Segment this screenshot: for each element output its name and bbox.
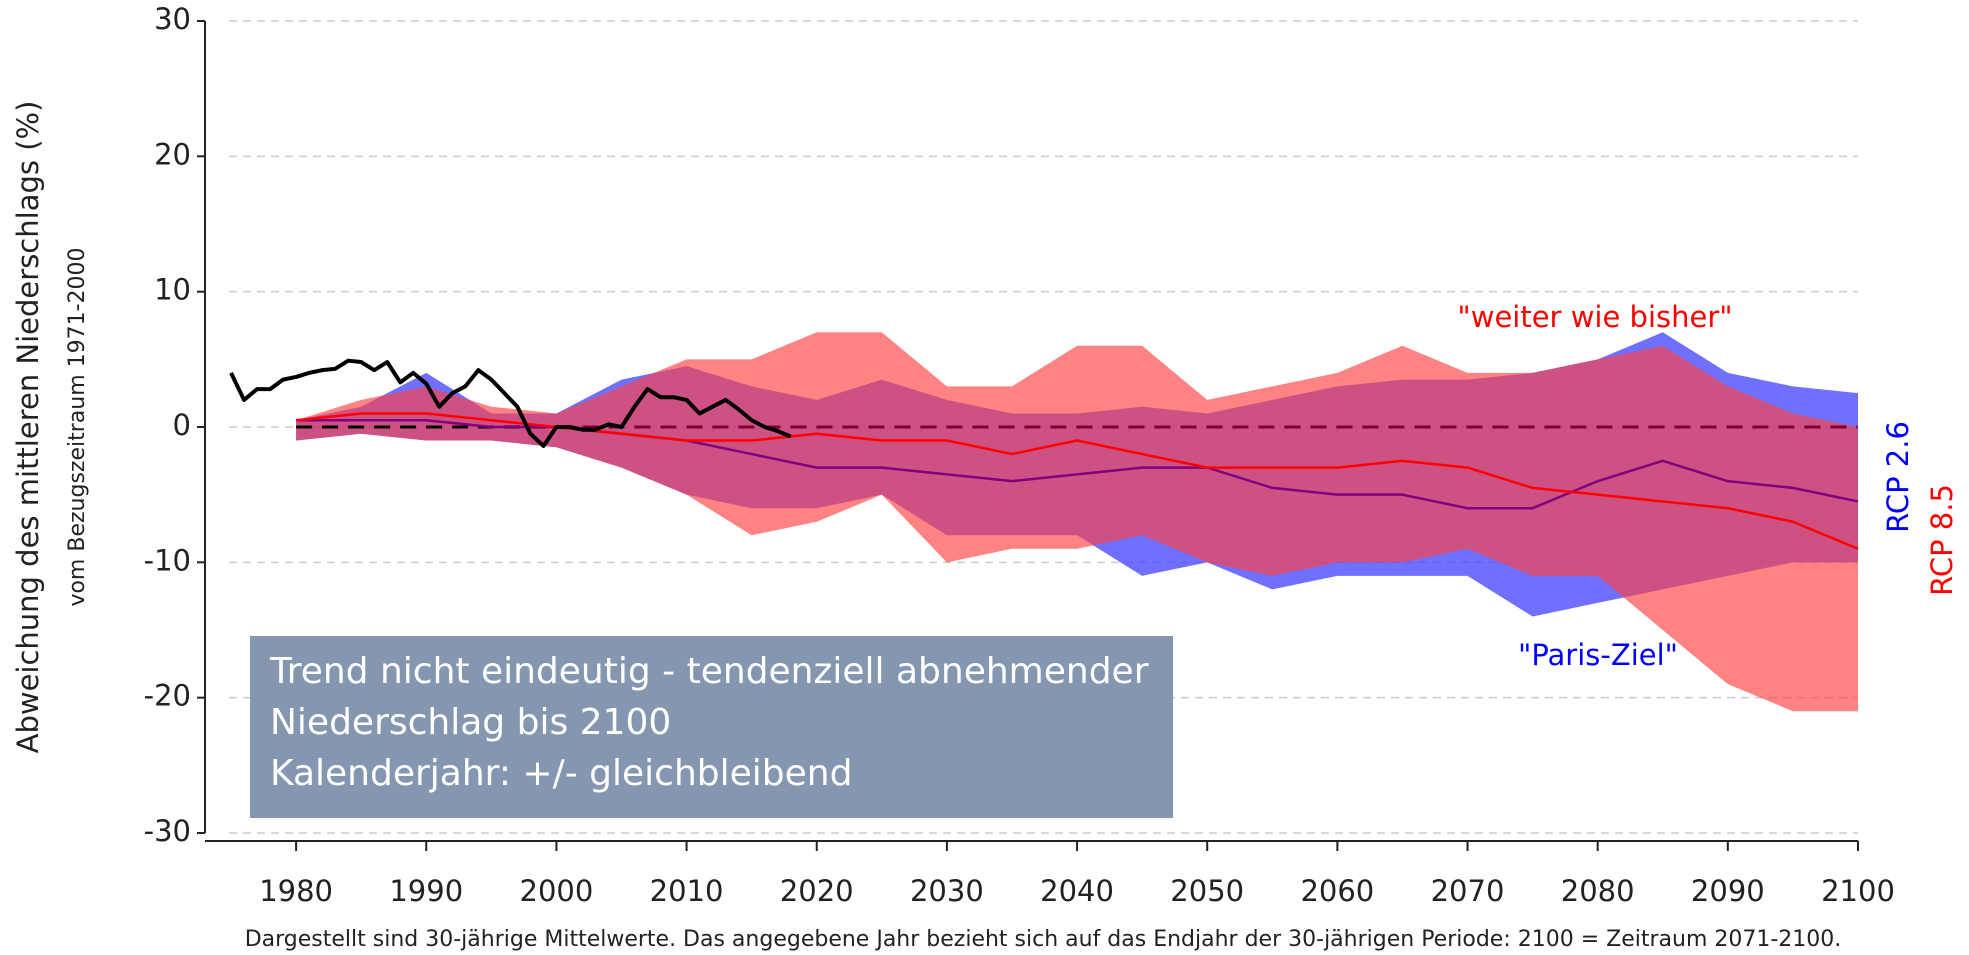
legend-label: RCP 8.5 — [1925, 484, 1959, 596]
x-tick-label: 2010 — [650, 874, 724, 908]
series-annotation: "weiter wie bisher" — [1457, 300, 1732, 334]
y-tick-label: -10 — [144, 543, 191, 577]
x-tick-label: 2100 — [1821, 874, 1895, 908]
x-tick-label: 2070 — [1431, 874, 1505, 908]
annotation-text: Niederschlag bis 2100 — [270, 702, 671, 743]
x-tick-label: 1990 — [389, 874, 463, 908]
observed-line — [229, 358, 792, 448]
y-tick-label: -30 — [144, 814, 191, 848]
x-tick-label: 2050 — [1170, 874, 1244, 908]
x-tick-label: 2080 — [1561, 874, 1635, 908]
x-tick-label: 2030 — [910, 874, 984, 908]
x-tick-label: 1980 — [259, 874, 333, 908]
y-axis-label: Abweichung des mittleren Niederschlags (… — [11, 101, 45, 754]
series-annotation: "Paris-Ziel" — [1518, 638, 1678, 672]
annotation-box — [250, 636, 1173, 818]
y-tick-label: -20 — [144, 679, 191, 713]
y-tick-label: 20 — [154, 137, 191, 171]
y-tick-label: 30 — [154, 2, 191, 36]
x-tick-label: 2000 — [520, 874, 594, 908]
x-tick-label: 2090 — [1691, 874, 1765, 908]
footnote: Dargestellt sind 30-jährige Mittelwerte.… — [245, 927, 1842, 952]
x-tick-label: 2020 — [780, 874, 854, 908]
annotation-text: Kalenderjahr: +/- gleichbleibend — [270, 753, 852, 794]
y-axis-sublabel: vom Bezugszeitraum 1971-2000 — [65, 247, 90, 606]
y-tick-label: 0 — [173, 408, 191, 442]
annotation-text: Trend nicht eindeutig - tendenziell abne… — [269, 651, 1149, 692]
legend-label: RCP 2.6 — [1881, 421, 1915, 533]
x-tick-label: 2040 — [1040, 874, 1114, 908]
x-tick-label: 2060 — [1300, 874, 1374, 908]
y-tick-label: 10 — [154, 273, 191, 307]
